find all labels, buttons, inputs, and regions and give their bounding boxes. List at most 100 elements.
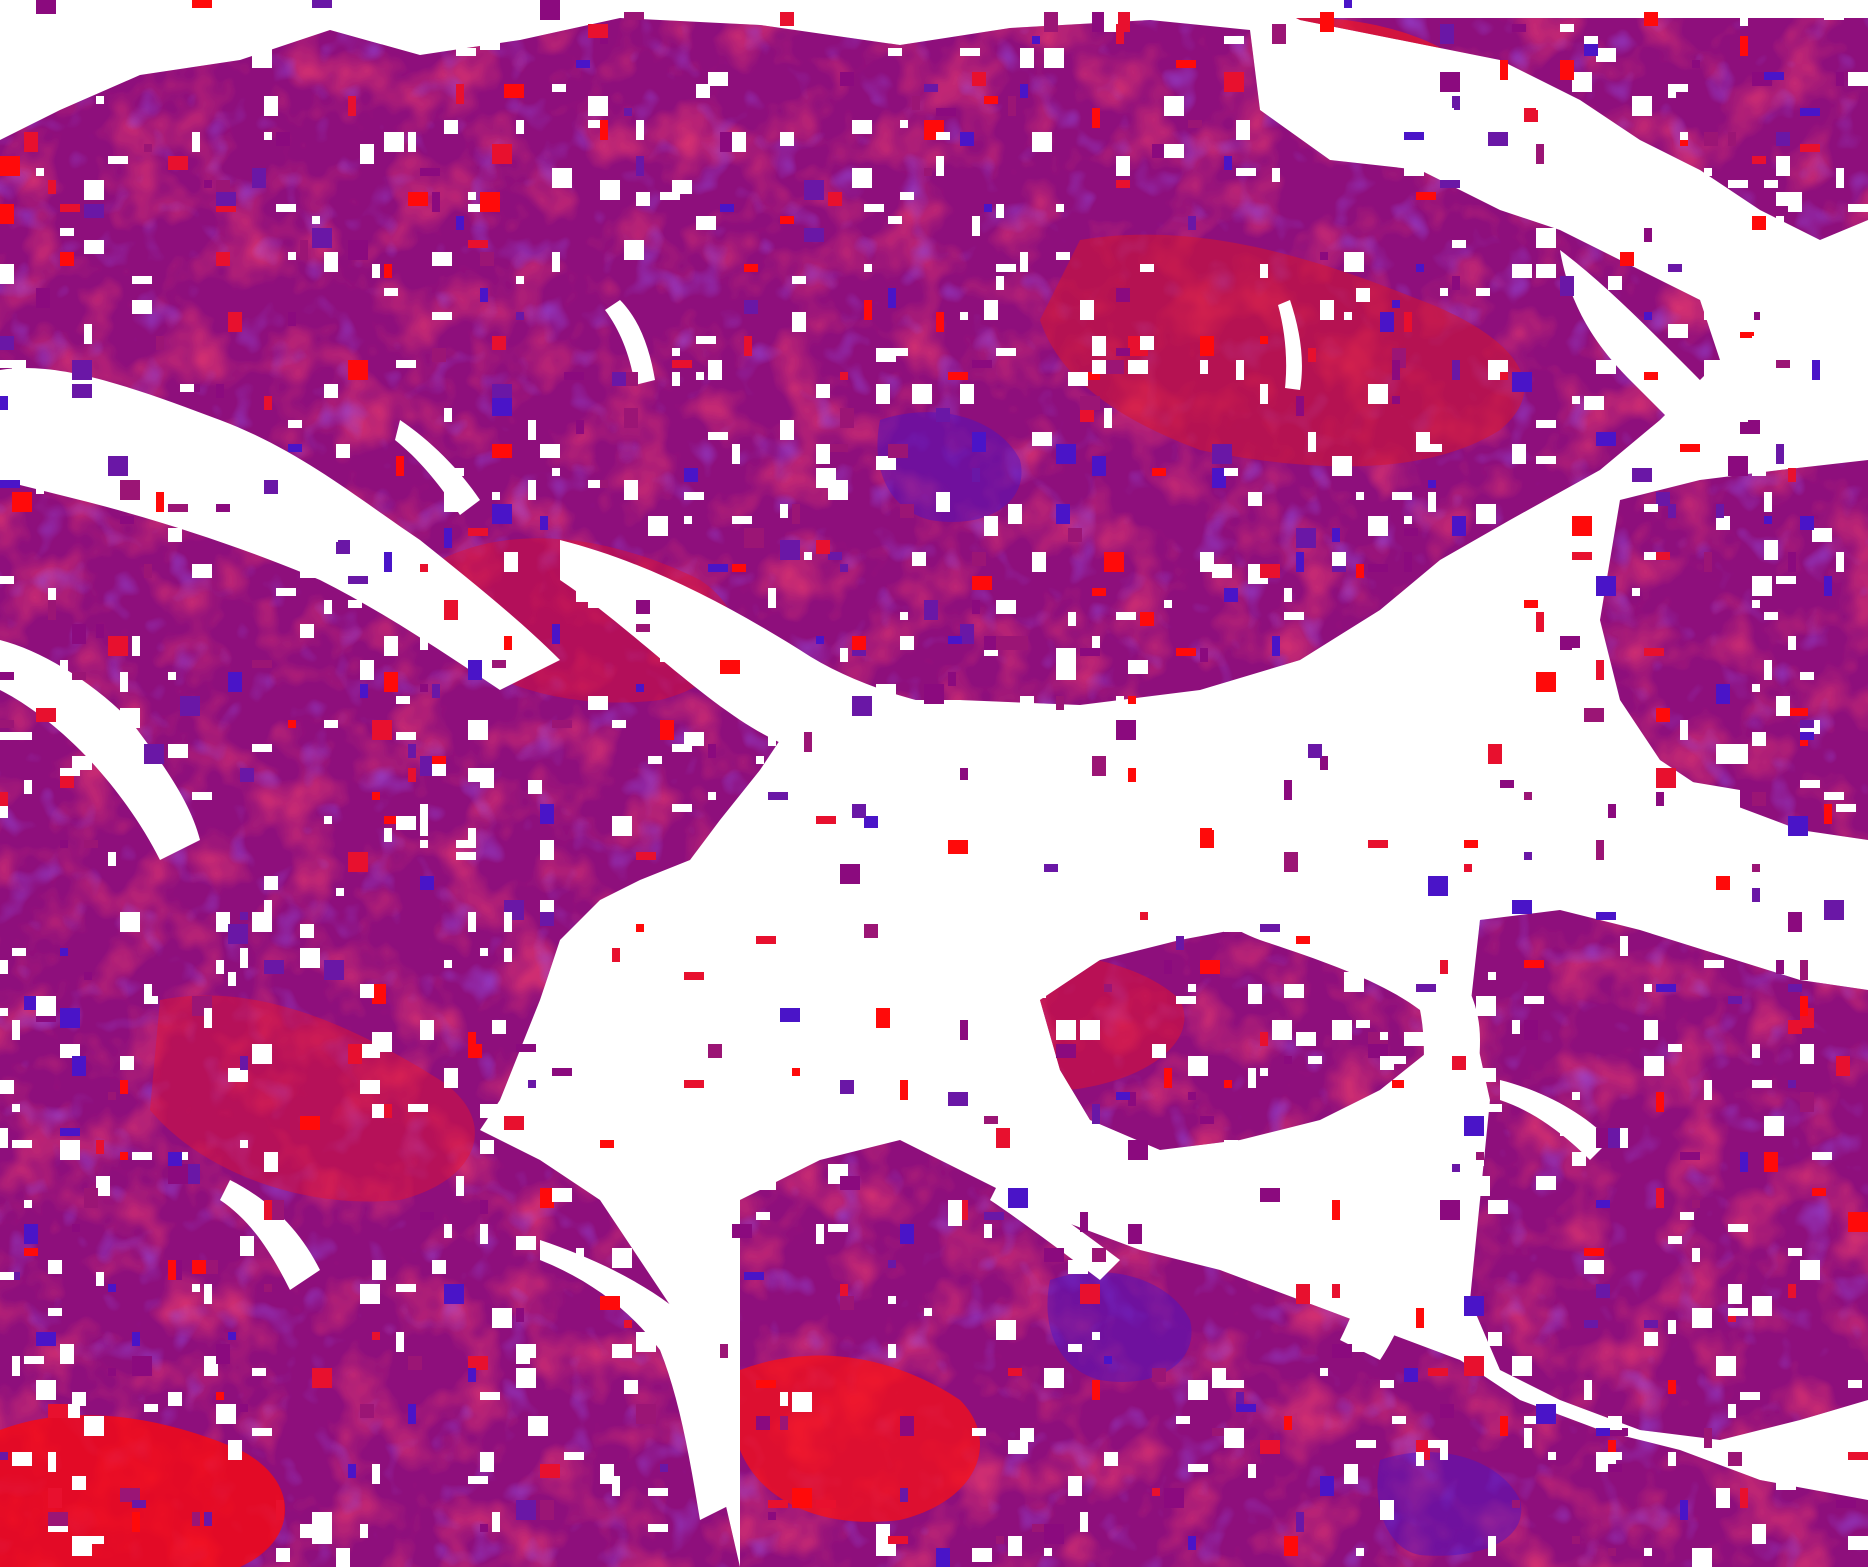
pixel-speckle [264, 396, 272, 410]
pixel-speckle [528, 1080, 536, 1088]
pixel-speckle [1668, 1236, 1682, 1244]
pixel-speckle [780, 132, 794, 146]
pixel-speckle [1596, 432, 1616, 446]
pixel-speckle [1764, 1152, 1778, 1172]
pixel-speckle [732, 564, 746, 572]
pixel-speckle [768, 912, 776, 926]
pixel-speckle [720, 660, 740, 674]
pixel-speckle [1812, 1188, 1826, 1196]
pixel-speckle [456, 1176, 464, 1196]
pixel-speckle [900, 1416, 914, 1436]
pixel-speckle [444, 1068, 458, 1088]
pixel-speckle [1344, 252, 1364, 272]
pixel-speckle [432, 756, 446, 764]
pixel-speckle [0, 204, 14, 224]
pixel-speckle [0, 480, 20, 488]
pixel-speckle [408, 768, 416, 782]
pixel-speckle [804, 792, 818, 812]
pixel-speckle [792, 1488, 812, 1508]
pixel-speckle [1032, 132, 1052, 152]
pixel-speckle [60, 252, 74, 266]
pixel-speckle [12, 1140, 32, 1148]
pixel-speckle [1656, 792, 1664, 806]
pixel-speckle [48, 1308, 62, 1316]
pixel-speckle [192, 0, 212, 8]
pixel-speckle [912, 1008, 932, 1016]
pixel-speckle [888, 348, 908, 356]
pixel-speckle [948, 372, 968, 380]
pixel-speckle [492, 396, 512, 416]
pixel-speckle [1416, 984, 1436, 992]
pixel-speckle [468, 1032, 476, 1046]
pixel-speckle [1092, 756, 1106, 776]
pixel-speckle [1200, 552, 1214, 572]
pixel-speckle [1548, 744, 1562, 764]
pixel-speckle [0, 96, 20, 116]
pixel-speckle [1464, 1356, 1484, 1376]
pixel-speckle [1056, 696, 1064, 710]
pixel-speckle [1488, 1332, 1502, 1346]
pixel-speckle [1680, 1152, 1700, 1160]
pixel-speckle [564, 372, 584, 380]
pixel-speckle [60, 1008, 80, 1028]
pixel-speckle [780, 1416, 788, 1430]
pixel-speckle [1488, 1200, 1508, 1214]
pixel-speckle [1644, 1548, 1652, 1556]
pixel-speckle [972, 600, 980, 614]
pixel-speckle [1716, 684, 1730, 704]
pixel-speckle [912, 552, 926, 566]
pixel-speckle [468, 1368, 476, 1382]
pixel-speckle [1044, 864, 1058, 872]
pixel-speckle [1224, 36, 1244, 44]
pixel-speckle [1764, 612, 1778, 620]
pixel-speckle [900, 1224, 914, 1244]
pixel-speckle [900, 636, 914, 650]
pixel-speckle [672, 348, 680, 356]
pixel-speckle [1380, 900, 1394, 914]
pixel-speckle [336, 888, 344, 896]
pixel-speckle [1236, 120, 1250, 140]
pixel-speckle [1428, 444, 1442, 452]
pixel-speckle [996, 1128, 1010, 1148]
pixel-speckle [1668, 1452, 1676, 1466]
pixel-speckle [1272, 864, 1286, 884]
pixel-speckle [168, 1164, 188, 1184]
pixel-speckle [1644, 1020, 1658, 1040]
pixel-speckle [1524, 1428, 1532, 1448]
pixel-speckle [864, 816, 878, 830]
pixel-speckle [1524, 960, 1544, 968]
pixel-speckle [1416, 1116, 1436, 1130]
pixel-speckle [1596, 360, 1616, 374]
pixel-speckle [984, 636, 998, 650]
pixel-speckle [1272, 636, 1280, 656]
pixel-speckle [1572, 180, 1592, 194]
pixel-speckle [204, 1512, 212, 1526]
pixel-speckle [336, 444, 350, 458]
pixel-speckle [1752, 336, 1772, 344]
pixel-speckle [1836, 168, 1844, 188]
pixel-speckle [900, 504, 914, 518]
pixel-speckle [1260, 384, 1268, 404]
pixel-speckle [516, 1356, 530, 1364]
pixel-speckle [132, 36, 140, 56]
pixel-speckle [1560, 108, 1580, 116]
pixel-speckle [96, 1140, 104, 1154]
pixel-speckle [852, 636, 866, 650]
pixel-speckle [0, 1080, 14, 1094]
pixel-speckle [1368, 564, 1388, 572]
pixel-speckle [1452, 960, 1472, 974]
pixel-speckle [1020, 252, 1028, 272]
pixel-speckle [828, 480, 848, 500]
pixel-speckle [1092, 588, 1106, 596]
pixel-speckle [1368, 840, 1388, 848]
pixel-speckle [864, 264, 872, 272]
pixel-speckle [312, 228, 332, 248]
pixel-speckle [1524, 600, 1538, 608]
pixel-speckle [1728, 180, 1748, 188]
pixel-speckle [1404, 1032, 1424, 1046]
pixel-speckle [684, 516, 692, 524]
pixel-speckle [264, 876, 278, 890]
pixel-speckle [24, 780, 32, 794]
pixel-speckle [948, 840, 968, 854]
